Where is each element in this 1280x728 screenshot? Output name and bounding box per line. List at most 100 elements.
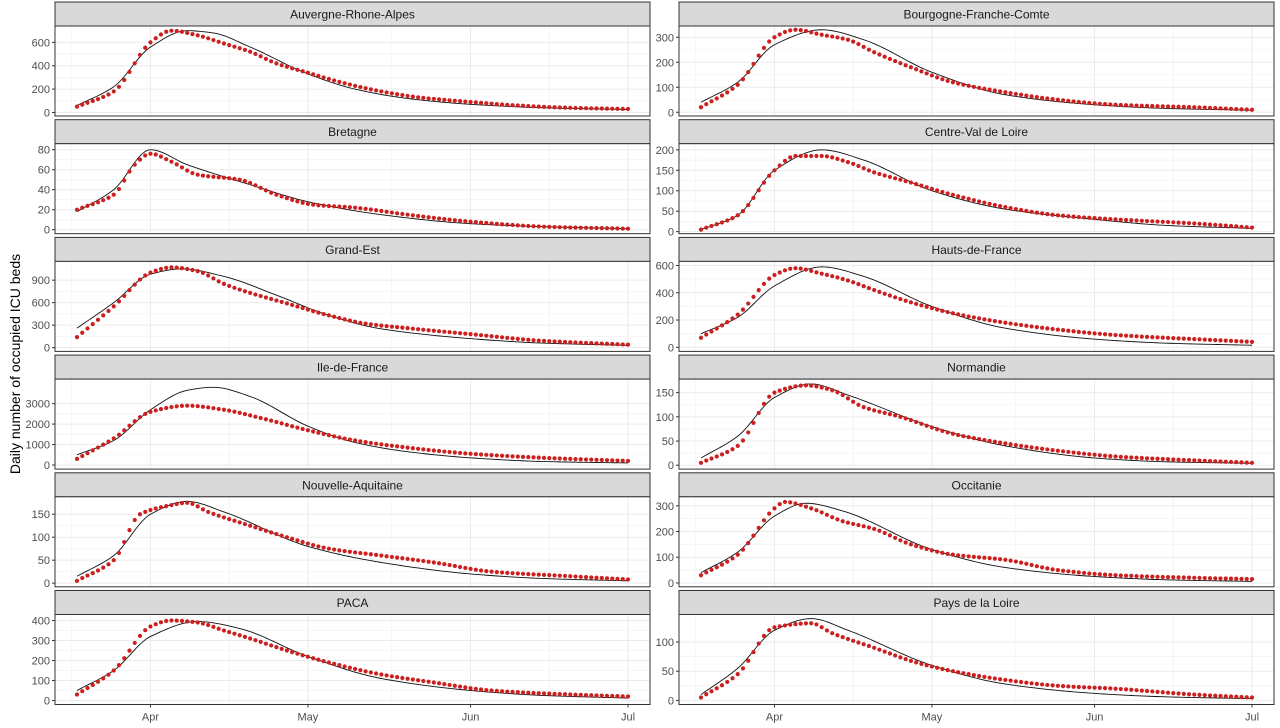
- observed-point: [704, 332, 709, 337]
- observed-point: [882, 54, 887, 59]
- observed-point: [237, 410, 242, 415]
- observed-point: [966, 196, 971, 201]
- observed-point: [541, 691, 547, 696]
- observed-point: [463, 565, 468, 571]
- observed-point: [1066, 569, 1071, 574]
- observed-point: [248, 290, 253, 295]
- observed-point: [562, 225, 568, 230]
- observed-point: [1113, 217, 1118, 222]
- observed-point: [405, 212, 410, 217]
- observed-point: [85, 203, 90, 208]
- observed-point: [730, 316, 735, 321]
- observed-point: [824, 272, 830, 277]
- y-tick-label: 0: [668, 460, 674, 472]
- observed-point: [620, 458, 625, 463]
- observed-point: [940, 550, 945, 555]
- observed-point: [583, 106, 589, 111]
- observed-point: [1076, 329, 1081, 334]
- fitted-curve: [76, 30, 629, 111]
- observed-point: [436, 97, 442, 102]
- observed-point: [698, 695, 704, 700]
- observed-point: [274, 192, 279, 197]
- observed-point: [211, 37, 216, 43]
- observed-point: [426, 96, 431, 101]
- observed-point: [1123, 333, 1129, 338]
- observed-point: [599, 693, 604, 698]
- observed-point: [814, 153, 819, 159]
- observed-point: [227, 43, 232, 48]
- observed-point: [106, 562, 111, 567]
- observed-point: [714, 454, 719, 459]
- observed-point: [494, 453, 499, 458]
- observed-point: [174, 404, 179, 409]
- plot-background: [679, 496, 1274, 587]
- y-tick-label: 200: [656, 57, 674, 69]
- observed-point: [1045, 566, 1050, 571]
- observed-point: [568, 456, 573, 461]
- observed-point: [263, 295, 269, 300]
- observed-point: [725, 319, 730, 325]
- observed-point: [211, 406, 216, 411]
- observed-point: [835, 633, 840, 638]
- observed-point: [216, 513, 221, 518]
- observed-point: [1129, 687, 1134, 692]
- panel-border: [678, 496, 1275, 588]
- observed-point: [861, 284, 866, 289]
- observed-point: [494, 221, 499, 226]
- observed-point: [1134, 334, 1139, 339]
- observed-point: [877, 171, 882, 177]
- observed-point: [1071, 329, 1076, 334]
- observed-point: [1144, 334, 1150, 339]
- observed-point: [704, 458, 709, 463]
- observed-point: [1234, 224, 1239, 229]
- observed-point: [887, 533, 893, 538]
- observed-point: [174, 618, 179, 623]
- observed-point: [174, 28, 179, 34]
- panel-border: [678, 378, 1275, 470]
- observed-point: [761, 401, 767, 406]
- observed-point: [232, 409, 237, 414]
- observed-point: [400, 211, 405, 217]
- observed-point: [332, 547, 337, 552]
- observed-point: [1060, 568, 1066, 573]
- observed-point: [457, 564, 463, 570]
- observed-point: [457, 450, 463, 456]
- observed-point: [872, 50, 877, 55]
- observed-point: [735, 443, 740, 448]
- observed-point: [1008, 321, 1013, 326]
- observed-point: [835, 390, 840, 395]
- observed-point: [253, 183, 258, 188]
- observed-point: [541, 338, 547, 343]
- observed-point: [782, 29, 788, 35]
- observed-point: [725, 679, 730, 685]
- observed-point: [1034, 564, 1039, 569]
- observed-point: [803, 267, 809, 272]
- observed-point: [179, 501, 185, 506]
- observed-point: [824, 33, 830, 38]
- observed-point: [887, 412, 893, 417]
- observed-point: [74, 692, 80, 697]
- observed-point: [1207, 693, 1213, 698]
- fitted-curve: [76, 268, 629, 346]
- observed-point: [211, 174, 216, 179]
- observed-point: [421, 447, 426, 452]
- observed-point: [1150, 574, 1155, 579]
- observed-point: [221, 175, 227, 180]
- observed-point: [1181, 575, 1186, 580]
- y-axis-label: Daily number of occupied ICU beds: [7, 254, 23, 474]
- observed-point: [819, 510, 824, 515]
- observed-point: [740, 666, 746, 671]
- observed-point: [950, 80, 955, 85]
- observed-point: [526, 337, 531, 342]
- observed-point: [1008, 205, 1013, 211]
- facet-panel: Normandie 0 50 100 150: [656, 354, 1275, 472]
- observed-point: [106, 308, 111, 314]
- observed-point: [809, 506, 814, 511]
- observed-point: [1055, 567, 1060, 573]
- facet-strip: [678, 354, 1275, 380]
- observed-point: [1186, 692, 1192, 697]
- observed-point: [342, 664, 347, 669]
- observed-point: [95, 679, 101, 684]
- observed-point: [599, 106, 604, 111]
- observed-point: [1034, 95, 1039, 100]
